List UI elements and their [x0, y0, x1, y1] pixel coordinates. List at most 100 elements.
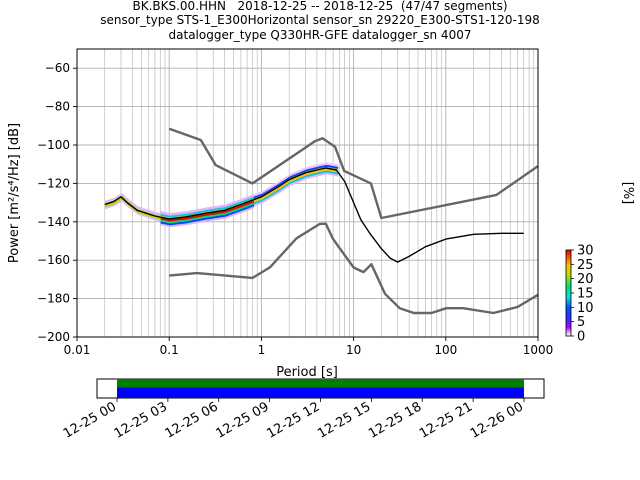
histogram-cell — [106, 204, 109, 207]
mean-psd-line — [104, 167, 524, 263]
histogram-cell — [319, 171, 322, 174]
histogram-cell — [300, 176, 303, 180]
histogram-cell — [157, 216, 160, 220]
histogram-cell — [112, 198, 115, 201]
histogram-cell — [317, 165, 320, 169]
colorbar-tick-label: 10 — [577, 301, 594, 316]
histogram-cell — [297, 177, 300, 181]
histogram-cell — [185, 222, 188, 226]
histogram-cell — [286, 185, 289, 188]
histogram-cell — [211, 212, 214, 215]
histogram-cell — [132, 208, 135, 212]
histogram-cell — [124, 202, 127, 205]
histogram-cell — [252, 204, 255, 207]
histogram-cell — [148, 209, 151, 213]
histogram-cell — [250, 204, 253, 208]
histogram-cell — [215, 207, 217, 211]
histogram-cell — [314, 164, 317, 168]
histogram-cell — [149, 210, 152, 214]
histogram-cell — [196, 211, 199, 214]
histogram-cell — [221, 214, 224, 218]
x-tick-label: 1000 — [523, 343, 554, 357]
histogram-cell — [333, 173, 336, 176]
histogram-cell — [258, 194, 261, 197]
histogram-cell — [249, 197, 252, 201]
histogram-cell — [243, 199, 245, 203]
histogram-cell — [213, 211, 216, 215]
histogram-cell — [168, 212, 171, 216]
y-tick-label: −180 — [37, 292, 70, 306]
histogram-cell — [334, 163, 337, 167]
histogram-cell — [179, 223, 182, 227]
histogram-cell — [263, 189, 266, 193]
histogram-cell — [202, 219, 205, 223]
histogram-cell — [271, 194, 273, 198]
histogram-cell — [247, 196, 250, 199]
histogram-cell — [235, 212, 238, 215]
histogram-cell — [169, 213, 172, 216]
histogram-cell — [292, 174, 295, 177]
histogram-cell — [219, 212, 222, 216]
histogram-cell — [238, 211, 241, 214]
histogram-cell — [177, 219, 180, 223]
histogram-cell — [246, 198, 249, 202]
histogram-cell — [202, 217, 205, 221]
histogram-cell — [320, 163, 323, 166]
x-tick-label: 0.01 — [64, 343, 91, 357]
histogram-cell — [160, 220, 163, 224]
histogram-cell — [283, 185, 286, 188]
histogram-cell — [152, 215, 155, 218]
histogram-cell — [288, 174, 291, 178]
histogram-cell — [166, 214, 169, 218]
histogram-cell — [155, 218, 158, 221]
histogram-cell — [135, 205, 138, 208]
histogram-cell — [250, 202, 253, 206]
histogram-cell — [145, 212, 147, 216]
histogram-cell — [308, 173, 311, 177]
histogram-cell — [330, 172, 333, 176]
histogram-cell — [210, 214, 213, 217]
histogram-cell — [194, 211, 197, 214]
histogram-cell — [325, 168, 328, 171]
histogram-cell — [280, 179, 283, 183]
histogram-cell — [278, 186, 281, 190]
histogram-cell — [202, 213, 205, 217]
histogram-cell — [166, 224, 169, 227]
histogram-cell — [205, 218, 208, 222]
histogram-cell — [281, 186, 284, 189]
histogram-cell — [235, 208, 238, 212]
histogram-cell — [138, 208, 141, 212]
histogram-cell — [216, 213, 219, 216]
histogram-cell — [285, 176, 287, 180]
histogram-cell — [222, 216, 225, 219]
histogram-cell — [160, 219, 163, 222]
histogram-cell — [210, 212, 213, 216]
histogram-cell — [305, 174, 308, 178]
histogram-cell — [336, 168, 339, 171]
histogram-cell — [218, 215, 221, 218]
histogram-cell — [319, 173, 322, 176]
histogram-cell — [218, 216, 221, 220]
y-tick-label: −200 — [37, 330, 70, 344]
histogram-cell — [157, 212, 160, 216]
histogram-cell — [291, 182, 294, 186]
histogram-cell — [134, 206, 137, 209]
histogram-cell — [327, 170, 329, 173]
histogram-cell — [194, 215, 197, 218]
histogram-cell — [252, 205, 255, 209]
histogram-cell — [266, 193, 269, 197]
histogram-cell — [152, 211, 155, 215]
histogram-cell — [235, 202, 238, 206]
histogram-cell — [274, 185, 277, 189]
histogram-cell — [207, 207, 210, 210]
histogram-cell — [264, 198, 267, 202]
histogram-cell — [238, 207, 241, 210]
histogram-cell — [149, 212, 152, 216]
histogram-cell — [179, 213, 182, 217]
histogram-cell — [266, 190, 269, 193]
histogram-cell — [285, 184, 287, 187]
histogram-cell — [316, 170, 319, 173]
histogram-cell — [199, 214, 202, 217]
histogram-cell — [202, 209, 205, 213]
histogram-cell — [129, 206, 132, 209]
